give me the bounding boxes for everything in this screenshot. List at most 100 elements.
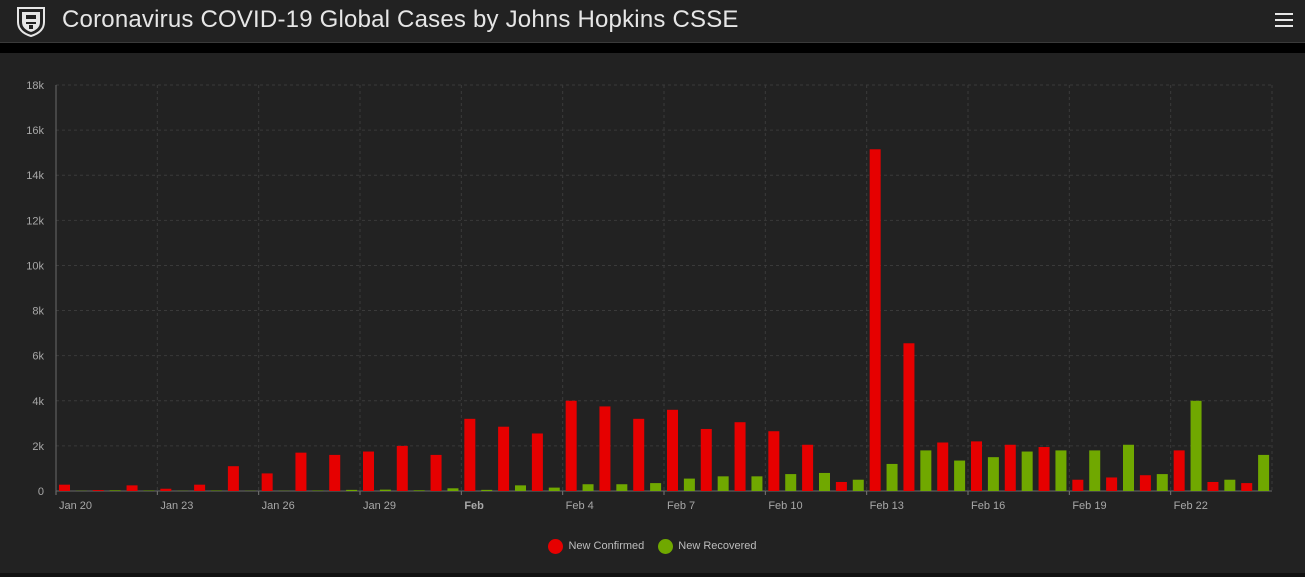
bar-new-recovered [515, 485, 526, 491]
y-tick-label: 10k [26, 260, 44, 272]
y-tick-label: 14k [26, 170, 44, 182]
bar-new-recovered [1021, 451, 1033, 491]
bar-new-recovered [650, 483, 662, 491]
bar-new-recovered [1123, 444, 1134, 491]
bar-new-recovered [548, 487, 560, 491]
y-tick-label: 2k [32, 441, 44, 453]
bar-new-recovered [920, 450, 932, 491]
bar-new-confirmed [599, 406, 611, 491]
bar-new-recovered [886, 463, 898, 491]
bar-new-confirmed [59, 484, 70, 491]
x-tick-label: Feb 13 [870, 500, 904, 512]
legend-swatch-recovered [658, 538, 674, 554]
legend-label-recovered: New Recovered [678, 540, 757, 552]
university-shield-icon [17, 7, 45, 38]
bar-new-recovered [379, 489, 391, 491]
bar-new-confirmed [1139, 475, 1151, 491]
bar-new-confirmed [261, 473, 273, 491]
bar-chart: 0 2k 4k 6k 8k 10k 12k 14k 16k 18k Jan 20 Jan 23 Jan … [26, 80, 1273, 512]
bar-new-recovered [987, 457, 999, 491]
bar-new-confirmed [1038, 447, 1050, 491]
bar-new-confirmed [363, 451, 374, 491]
bar-new-recovered [852, 479, 864, 491]
legend-item-confirmed[interactable]: New Confirmed [548, 537, 644, 555]
bar-new-confirmed [1106, 477, 1118, 491]
bar-new-confirmed [768, 431, 780, 491]
bar-new-recovered [1190, 400, 1202, 491]
bar-new-confirmed [329, 454, 341, 491]
bar-new-recovered [954, 460, 966, 491]
bar-new-confirmed [1207, 481, 1219, 491]
bar-new-confirmed [1173, 450, 1185, 491]
bar-new-confirmed [971, 441, 982, 491]
bar-new-confirmed [802, 444, 814, 491]
y-tick-label: 18k [26, 80, 44, 92]
bar-new-recovered [819, 472, 830, 491]
hamburger-menu-icon[interactable] [1274, 10, 1294, 30]
bottom-strip [0, 573, 1305, 577]
bar-new-recovered [413, 490, 425, 491]
y-tick-label: 0 [38, 486, 44, 498]
y-tick-label: 8k [32, 306, 44, 318]
x-tick-label: Feb [464, 500, 484, 512]
bar-new-recovered [751, 476, 763, 491]
y-tick-label: 12k [26, 215, 44, 227]
bar-new-confirmed [160, 488, 172, 491]
bar-new-recovered [346, 489, 358, 491]
y-tick-label: 16k [26, 125, 44, 137]
bar-new-confirmed [937, 442, 949, 491]
app-header: Coronavirus COVID-19 Global Cases by Joh… [0, 0, 1305, 43]
bar-new-recovered [582, 484, 594, 491]
legend-label-confirmed: New Confirmed [568, 540, 645, 552]
x-tick-label: Feb 7 [667, 500, 695, 512]
bar-new-confirmed [565, 400, 577, 491]
bar-new-recovered [447, 488, 459, 491]
bar-new-confirmed [498, 426, 510, 491]
bar-new-confirmed [92, 490, 104, 491]
bar-new-recovered [1055, 450, 1067, 491]
x-tick-label: Feb 10 [768, 500, 802, 512]
bar-new-recovered [1156, 474, 1168, 491]
bar-new-confirmed [903, 343, 915, 491]
bar-new-confirmed [1004, 444, 1016, 491]
bar-new-confirmed [194, 484, 206, 491]
x-tick-label: Jan 26 [262, 500, 295, 512]
legend-swatch-confirmed [548, 538, 564, 554]
x-tick-label: Feb 16 [971, 500, 1005, 512]
bar-new-confirmed [1072, 479, 1084, 491]
x-tick-label: Feb 22 [1174, 500, 1208, 512]
bar-new-confirmed [667, 409, 678, 491]
bar-new-recovered [785, 474, 797, 491]
bar-new-confirmed [1241, 483, 1253, 491]
x-tick-label: Jan 29 [363, 500, 396, 512]
bar-new-confirmed [464, 418, 476, 491]
bar-new-recovered [717, 476, 729, 491]
y-tick-label: 4k [32, 396, 44, 408]
y-tick-label: 6k [32, 351, 44, 363]
bar-new-recovered [1089, 450, 1101, 491]
legend-item-recovered[interactable]: New Recovered [658, 537, 757, 555]
bar-new-recovered [1224, 479, 1236, 491]
x-tick-label: Jan 20 [59, 500, 92, 512]
bar-new-confirmed [531, 433, 543, 491]
x-tick-label: Feb 19 [1072, 500, 1106, 512]
bar-new-recovered [683, 478, 695, 491]
bar-new-confirmed [295, 452, 307, 491]
bar-new-confirmed [869, 149, 881, 491]
bar-new-recovered [481, 489, 493, 491]
bar-new-confirmed [126, 485, 138, 491]
bar-new-confirmed [734, 422, 746, 491]
bar-new-recovered [109, 490, 121, 491]
bar-new-recovered [616, 484, 628, 491]
bar-new-confirmed [700, 428, 712, 491]
bar-new-confirmed [227, 466, 239, 491]
x-tick-label: Feb 4 [566, 500, 594, 512]
chart-legend: New Confirmed New Recovered [0, 537, 1305, 555]
x-tick-label: Jan 23 [160, 500, 193, 512]
bar-new-confirmed [633, 418, 645, 491]
page-title: Coronavirus COVID-19 Global Cases by Joh… [62, 6, 739, 33]
bar-new-confirmed [396, 445, 408, 491]
bar-new-confirmed [835, 481, 847, 491]
bar-new-recovered [1258, 454, 1270, 491]
bar-new-confirmed [430, 454, 442, 491]
